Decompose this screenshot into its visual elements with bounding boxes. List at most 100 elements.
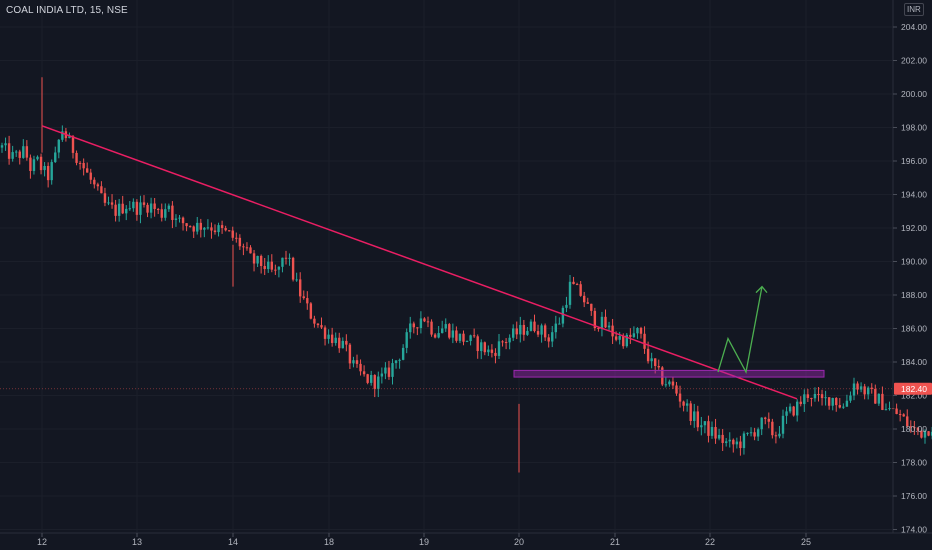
candle-body [0, 145, 4, 148]
candle [50, 159, 53, 185]
candle [352, 356, 355, 368]
candle [114, 199, 117, 222]
candle-body [515, 328, 518, 335]
candle-body [377, 376, 380, 389]
candle-body [57, 139, 60, 153]
candle-body [196, 222, 199, 232]
candle [700, 416, 703, 436]
candle [746, 432, 749, 436]
candle-body [625, 334, 628, 347]
candle [632, 326, 636, 339]
last-price-label: 182.40 [901, 384, 927, 394]
candle [437, 325, 440, 339]
candle-body [930, 431, 932, 436]
candle-body [657, 366, 660, 368]
candle [625, 332, 628, 348]
candle [835, 397, 838, 412]
candle-body [419, 318, 423, 329]
candle-body [323, 327, 327, 339]
candle [387, 360, 391, 380]
y-tick-label: 188.00 [901, 290, 927, 300]
candle-body [529, 321, 533, 331]
candle-body [242, 246, 245, 248]
candle-body [778, 433, 781, 437]
candle [160, 203, 163, 222]
candle-body [245, 247, 249, 249]
candle [57, 139, 60, 159]
candle [7, 135, 11, 165]
candle-body [330, 334, 334, 344]
candle-body [409, 323, 412, 333]
candle-body [551, 332, 554, 342]
x-tick-label: 13 [132, 537, 142, 547]
candle [732, 438, 735, 453]
candle [764, 416, 767, 425]
candle [416, 327, 419, 336]
candle-body [533, 321, 536, 332]
candle [256, 255, 259, 268]
candle [721, 429, 724, 451]
candle-body [174, 218, 178, 220]
candle [448, 322, 451, 340]
candle [749, 427, 753, 437]
candle [920, 430, 923, 439]
candle [334, 332, 337, 346]
candle [139, 195, 142, 224]
candle-body [767, 418, 770, 422]
time-axis[interactable]: 12 13 14 18 19 20 21 22 25 [0, 532, 932, 547]
candle [54, 146, 57, 163]
candle [913, 420, 916, 435]
candle-body [472, 335, 476, 337]
candle-body [405, 332, 408, 348]
candle-body [512, 328, 515, 338]
currency-badge[interactable]: INR [904, 3, 924, 16]
candle [838, 398, 841, 409]
candle [196, 216, 199, 235]
candle-body [263, 266, 266, 270]
y-tick-label: 180.00 [901, 424, 927, 434]
candle-body [909, 426, 912, 428]
candle [295, 272, 298, 282]
candle [320, 317, 323, 330]
candle-body [284, 257, 288, 259]
candle [785, 406, 788, 424]
candle [270, 254, 273, 273]
candle [377, 371, 380, 398]
candle-body [380, 373, 384, 377]
candle-body [224, 228, 227, 231]
candle [888, 401, 891, 411]
candle-body [824, 397, 827, 399]
candle [224, 225, 227, 232]
candle [323, 325, 327, 346]
candle-body [561, 307, 565, 324]
candle-body [650, 358, 653, 362]
candle-body [320, 325, 323, 328]
candle-body [785, 411, 788, 416]
candle-body [171, 205, 174, 220]
candlesticks [0, 77, 932, 473]
candle-body [178, 217, 181, 219]
candle [678, 385, 682, 408]
candle [252, 249, 256, 272]
candle-body [575, 284, 579, 286]
candle-body [678, 393, 682, 402]
candle-body [760, 417, 763, 430]
candle [359, 359, 362, 376]
drawing-annotations [0, 125, 893, 400]
candle [22, 139, 25, 159]
candle [685, 399, 689, 412]
candle-body [89, 172, 92, 180]
candle [923, 429, 927, 444]
candle-body [639, 328, 643, 334]
candle [472, 328, 476, 338]
candle [153, 198, 156, 217]
candle [693, 403, 696, 428]
candle [696, 405, 699, 432]
candle-body [568, 281, 572, 305]
candle-body [299, 279, 302, 297]
candle-body [249, 247, 252, 254]
price-axis[interactable]: 174.00 176.00 178.00 180.00 182.00 184.00 186.… [892, 0, 932, 535]
candle [650, 352, 653, 369]
candle [725, 438, 728, 447]
